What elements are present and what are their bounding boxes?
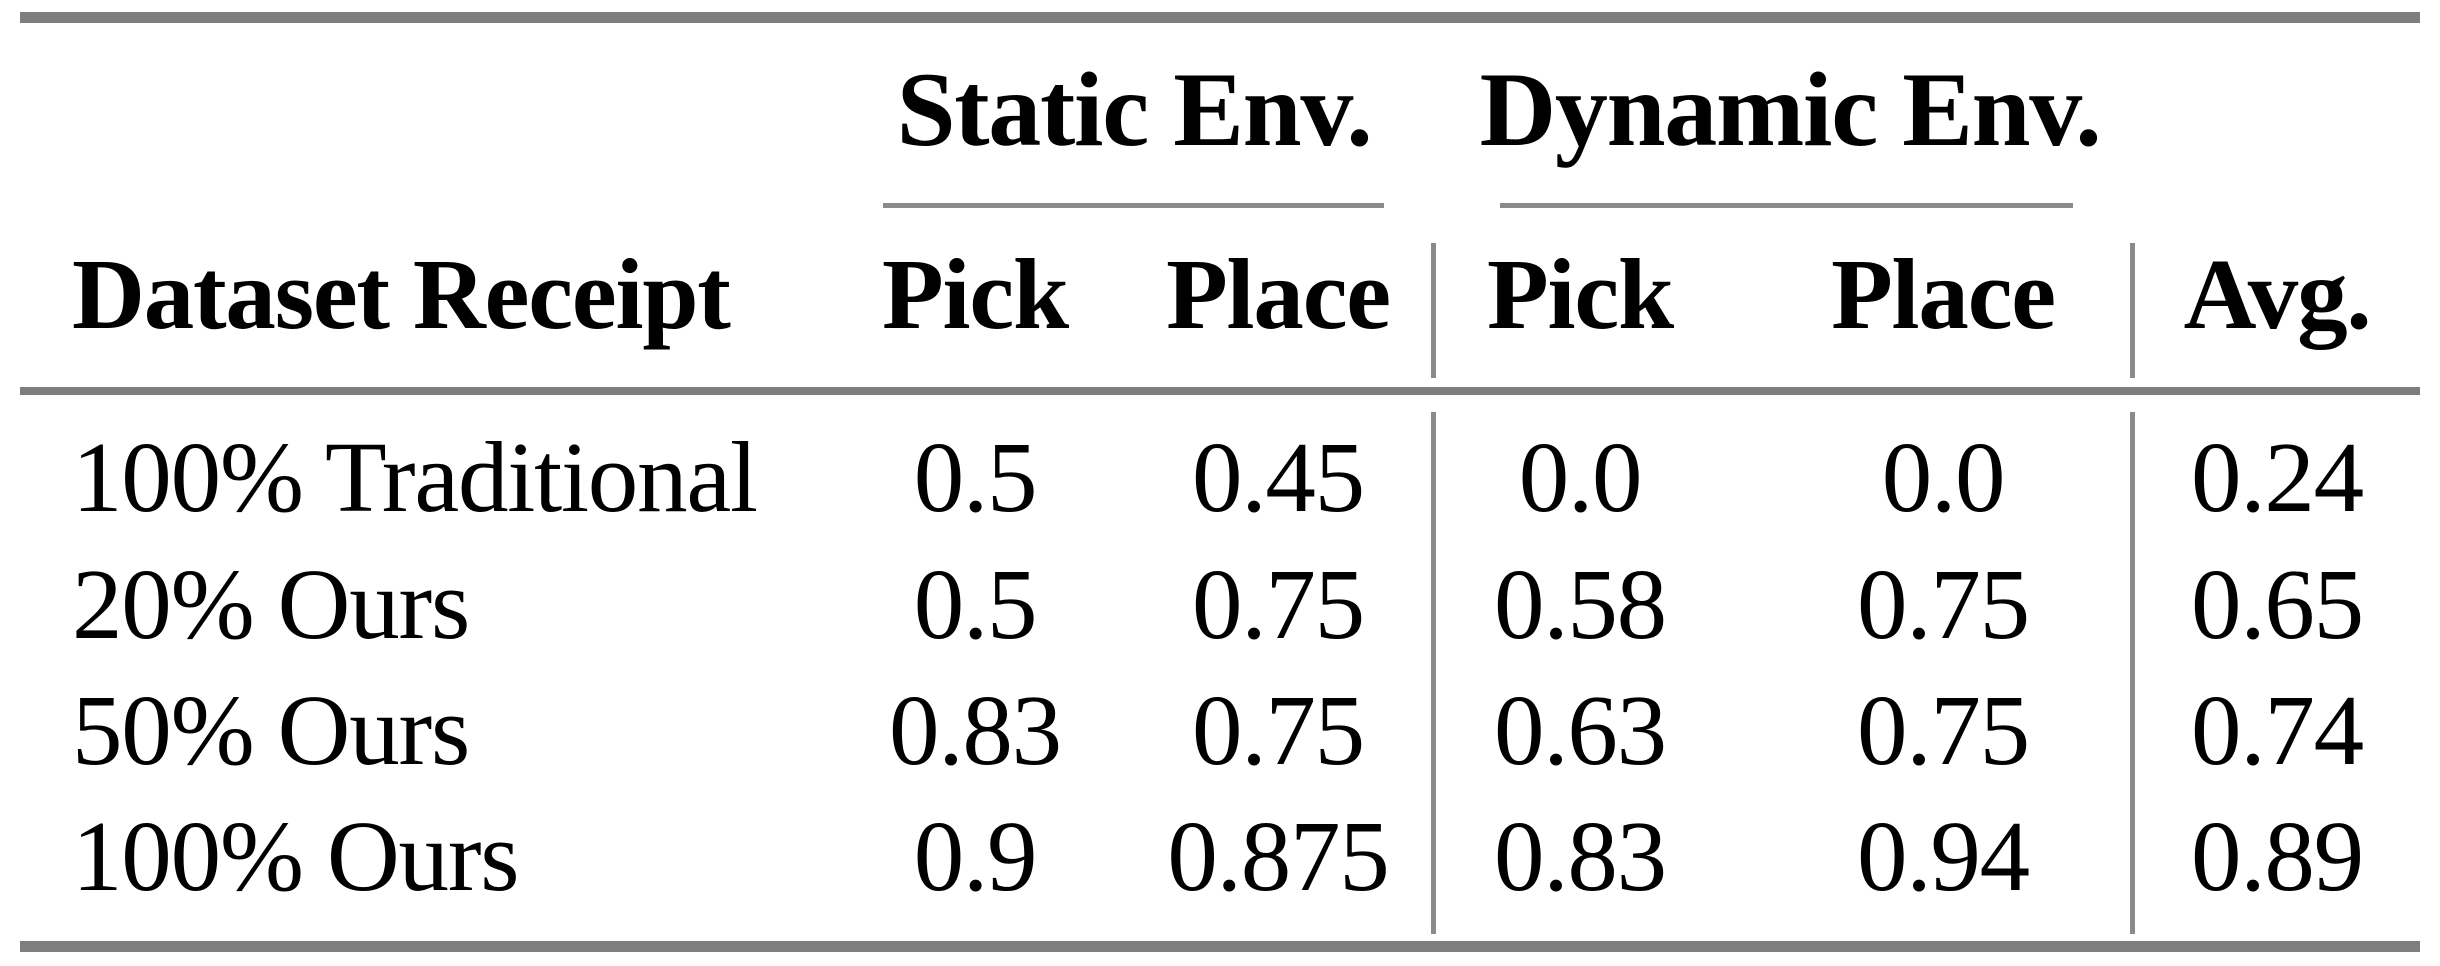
column-header-dynamic-pick: Pick xyxy=(1487,238,1674,350)
cell-avg: 0.24 xyxy=(2191,421,2364,533)
row-label: 100% Ours xyxy=(72,800,520,912)
cell-dynamic-pick: 0.58 xyxy=(1494,548,1667,660)
mid-rule xyxy=(20,387,2420,395)
cell-avg: 0.74 xyxy=(2191,674,2364,786)
column-header-static-pick: Pick xyxy=(882,238,1069,350)
vertical-separator-2-header xyxy=(2130,243,2135,378)
column-header-avg: Avg. xyxy=(2183,238,2372,350)
vertical-separator-1-body xyxy=(1431,412,1436,934)
top-rule xyxy=(20,12,2420,23)
column-header-dataset-receipt: Dataset Receipt xyxy=(72,238,731,350)
static-group-underline xyxy=(883,203,1384,208)
cell-avg: 0.89 xyxy=(2191,800,2364,912)
cell-dynamic-pick: 0.83 xyxy=(1494,800,1667,912)
vertical-separator-1-header xyxy=(1431,243,1436,378)
cell-static-place: 0.875 xyxy=(1167,800,1389,912)
cell-avg: 0.65 xyxy=(2191,548,2364,660)
cell-dynamic-place: 0.75 xyxy=(1857,674,2030,786)
column-header-dynamic-place: Place xyxy=(1831,238,2056,350)
cell-dynamic-place: 0.75 xyxy=(1857,548,2030,660)
row-label: 20% Ours xyxy=(72,548,470,660)
dynamic-group-underline xyxy=(1500,203,2073,208)
cell-static-pick: 0.83 xyxy=(889,674,1062,786)
cell-static-pick: 0.5 xyxy=(913,421,1038,533)
group-header-dynamic-env: Dynamic Env. xyxy=(1479,51,2102,168)
cell-static-pick: 0.5 xyxy=(913,548,1038,660)
cell-static-place: 0.75 xyxy=(1192,548,1365,660)
bottom-rule xyxy=(20,941,2420,952)
cell-dynamic-place: 0.94 xyxy=(1857,800,2030,912)
column-header-static-place: Place xyxy=(1166,238,1391,350)
cell-static-place: 0.75 xyxy=(1192,674,1365,786)
cell-dynamic-place: 0.0 xyxy=(1881,421,2006,533)
vertical-separator-2-body xyxy=(2130,412,2135,934)
cell-static-pick: 0.9 xyxy=(913,800,1038,912)
group-header-static-env: Static Env. xyxy=(896,51,1373,168)
row-label: 100% Traditional xyxy=(72,421,758,533)
cell-dynamic-pick: 0.63 xyxy=(1494,674,1667,786)
cell-dynamic-pick: 0.0 xyxy=(1518,421,1643,533)
row-label: 50% Ours xyxy=(72,674,470,786)
cell-static-place: 0.45 xyxy=(1192,421,1365,533)
